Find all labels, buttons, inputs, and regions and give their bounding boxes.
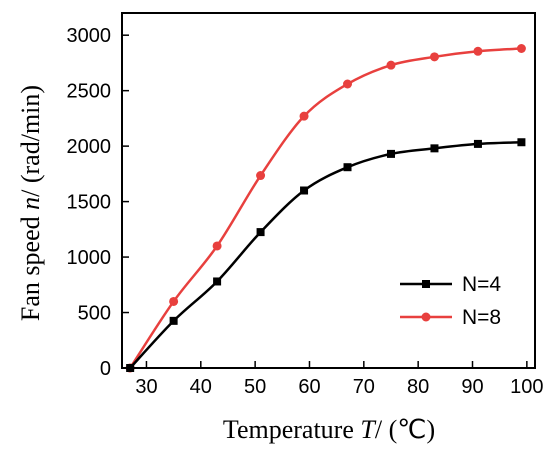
data-point bbox=[212, 241, 222, 251]
legend-marker bbox=[421, 312, 431, 322]
x-axis-title: Temperature T/ (℃) bbox=[223, 415, 435, 444]
series-N=8 bbox=[125, 44, 526, 373]
y-tick-label: 3000 bbox=[67, 25, 112, 47]
x-tick-label: 80 bbox=[407, 376, 429, 398]
legend-item: N=8 bbox=[400, 306, 501, 329]
legend-label: N=8 bbox=[462, 306, 501, 329]
data-point bbox=[386, 149, 395, 158]
data-point bbox=[343, 79, 353, 89]
data-point bbox=[299, 111, 309, 121]
y-tick-label: 0 bbox=[100, 358, 111, 380]
data-point bbox=[430, 144, 439, 153]
y-tick-label: 1500 bbox=[67, 192, 112, 214]
y-tick-label: 500 bbox=[78, 303, 111, 325]
axis-labels: Temperature T/ (℃) Fan speed n/ (rad/min… bbox=[16, 85, 435, 444]
legend-item: N=4 bbox=[400, 273, 501, 296]
series-line bbox=[129, 140, 522, 369]
data-point bbox=[256, 228, 265, 237]
data-point bbox=[473, 46, 483, 56]
axes: 30 40 50 60 70 80 90 10005001000150020002500300… bbox=[67, 12, 544, 398]
x-tick-label: 70 bbox=[353, 376, 375, 398]
data-point bbox=[343, 163, 352, 172]
series-line bbox=[129, 47, 522, 369]
x-tick-label: 100 bbox=[510, 376, 543, 398]
data-point bbox=[516, 44, 526, 53]
data-point bbox=[429, 52, 439, 62]
y-tick-label: 2500 bbox=[67, 81, 112, 103]
y-tick-label: 1000 bbox=[67, 247, 112, 269]
legend: N=4N=8 bbox=[400, 273, 501, 329]
data-point bbox=[386, 60, 396, 70]
x-tick-label: 50 bbox=[244, 376, 266, 398]
data-point bbox=[169, 316, 178, 325]
legend-label: N=4 bbox=[462, 273, 501, 296]
y-tick-label: 2000 bbox=[67, 136, 112, 158]
legend-marker bbox=[422, 280, 430, 288]
x-tick-label: 30 bbox=[135, 376, 157, 398]
series-N=4 bbox=[126, 138, 526, 372]
plot-frame bbox=[121, 12, 536, 369]
plot-area bbox=[125, 44, 526, 373]
y-axis-title: Fan speed n/ (rad/min) bbox=[16, 85, 45, 321]
data-point bbox=[169, 296, 179, 306]
data-point bbox=[517, 138, 526, 147]
x-tick-label: 90 bbox=[461, 376, 483, 398]
data-point bbox=[473, 139, 482, 148]
data-point bbox=[213, 277, 222, 286]
x-tick-label: 60 bbox=[298, 376, 320, 398]
x-tick-label: 40 bbox=[190, 376, 212, 398]
data-point bbox=[256, 171, 266, 181]
data-point bbox=[300, 186, 309, 195]
